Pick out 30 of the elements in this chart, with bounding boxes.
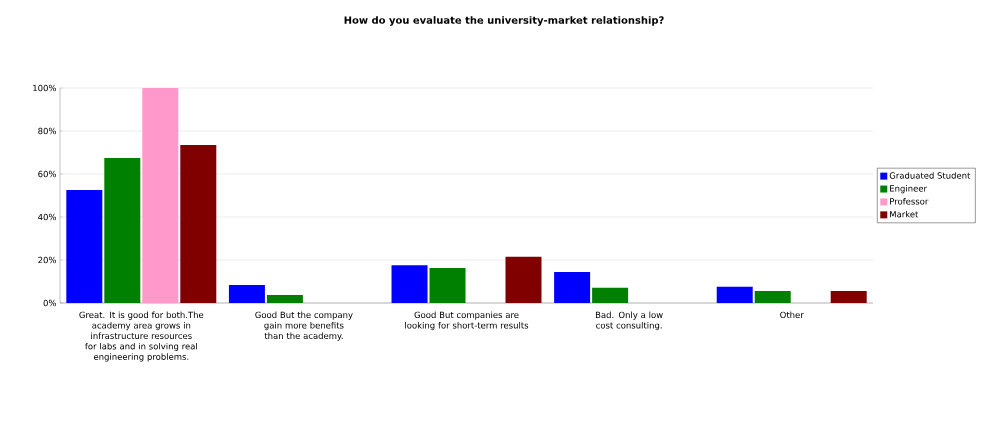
legend-label: Market xyxy=(890,210,919,218)
y-tick-label: 0% xyxy=(43,299,57,307)
bar xyxy=(180,144,217,303)
x-tick-label: Good But companies are looking for short-term results xyxy=(405,311,529,331)
bar xyxy=(266,295,303,303)
bar xyxy=(716,286,753,303)
y-tick-label: 100% xyxy=(33,84,57,92)
y-tick-label: 80% xyxy=(38,127,57,135)
legend-label: Engineer xyxy=(890,185,927,194)
legend-label: Graduated Student xyxy=(889,172,971,179)
chart-title: How do you evaluate the university-market relationship? xyxy=(344,16,664,26)
bar xyxy=(104,158,141,303)
bar xyxy=(391,265,428,303)
x-tick-label: Bad. Only a low cost consulting. xyxy=(595,311,663,331)
bar xyxy=(554,272,591,303)
x-tick-label: Good But the company gain more benefits than the academy. xyxy=(255,311,353,341)
legend-label: Professor xyxy=(890,197,929,205)
y-tick-label: 20% xyxy=(38,256,57,264)
y-tick-label: 40% xyxy=(38,213,57,221)
bar xyxy=(429,267,466,303)
x-tick-label: Great. It is good for both.The academy area grows in infrastructure resources for labs and in solving real engineering problems. xyxy=(79,311,204,362)
y-tick-label: 60% xyxy=(38,170,57,178)
bar xyxy=(505,256,542,303)
bar xyxy=(66,189,103,303)
bar xyxy=(228,284,265,303)
x-tick-label: Other xyxy=(780,311,804,319)
bar xyxy=(754,290,791,303)
bar xyxy=(830,290,867,303)
bar xyxy=(592,287,629,303)
bar xyxy=(142,88,179,303)
